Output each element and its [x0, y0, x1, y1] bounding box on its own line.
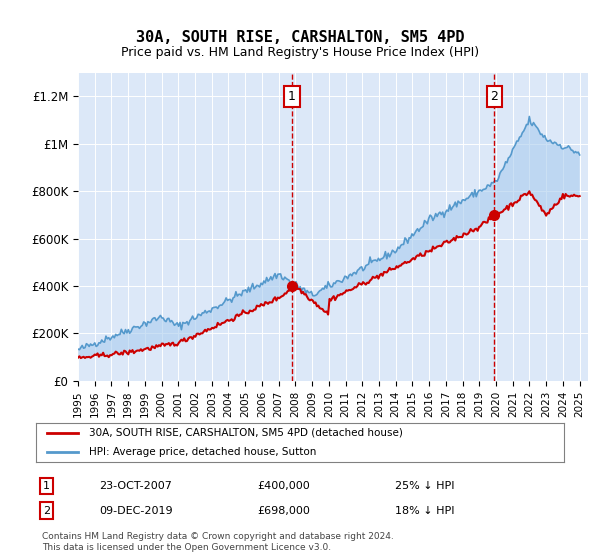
Text: 25% ↓ HPI: 25% ↓ HPI	[395, 481, 455, 491]
Text: £400,000: £400,000	[258, 481, 311, 491]
Text: 2: 2	[43, 506, 50, 516]
Text: £698,000: £698,000	[258, 506, 311, 516]
Text: 1: 1	[43, 481, 50, 491]
Text: Contains HM Land Registry data © Crown copyright and database right 2024.
This d: Contains HM Land Registry data © Crown c…	[42, 532, 394, 552]
Text: 30A, SOUTH RISE, CARSHALTON, SM5 4PD (detached house): 30A, SOUTH RISE, CARSHALTON, SM5 4PD (de…	[89, 428, 403, 437]
Text: 09-DEC-2019: 09-DEC-2019	[100, 506, 173, 516]
Text: 2: 2	[490, 90, 498, 103]
Text: 1: 1	[288, 90, 296, 103]
Text: HPI: Average price, detached house, Sutton: HPI: Average price, detached house, Sutt…	[89, 447, 316, 457]
Text: 30A, SOUTH RISE, CARSHALTON, SM5 4PD: 30A, SOUTH RISE, CARSHALTON, SM5 4PD	[136, 30, 464, 45]
Text: 18% ↓ HPI: 18% ↓ HPI	[395, 506, 455, 516]
Text: 23-OCT-2007: 23-OCT-2007	[100, 481, 172, 491]
Text: Price paid vs. HM Land Registry's House Price Index (HPI): Price paid vs. HM Land Registry's House …	[121, 46, 479, 59]
